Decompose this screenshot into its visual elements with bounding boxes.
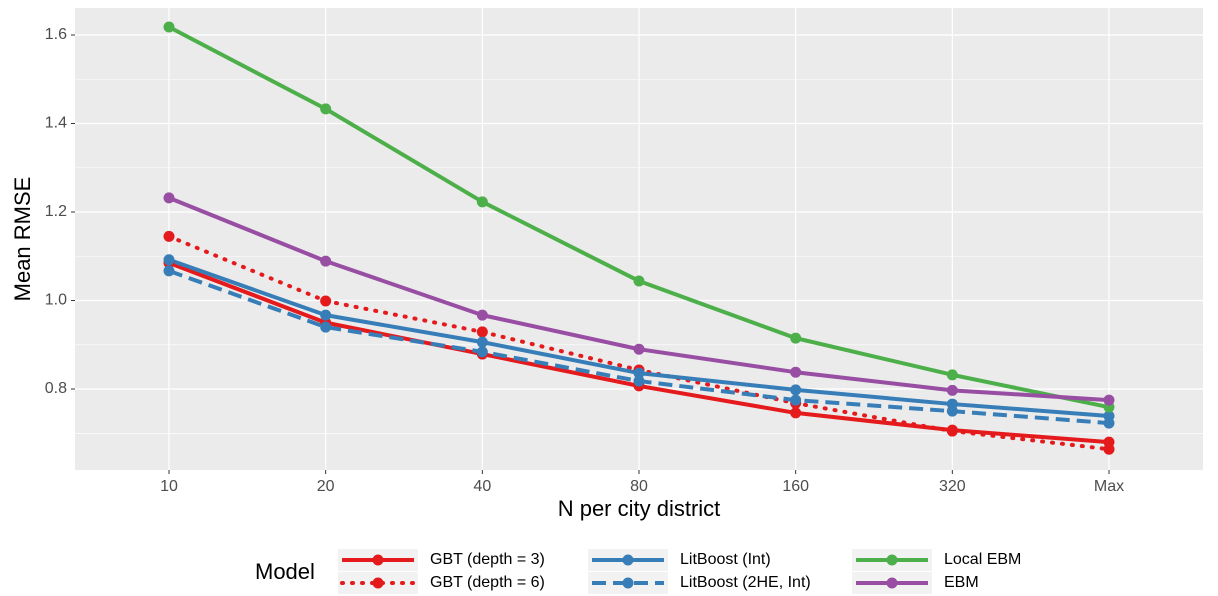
x-tick-label: 320 [939,478,966,495]
data-point [946,369,958,381]
legend-label: LitBoost (Int) [680,551,771,568]
y-axis-title: Mean RMSE [10,177,35,302]
data-point [1103,394,1115,406]
data-point [1103,443,1115,455]
y-tick-label: 1.6 [45,26,67,43]
data-point [790,407,802,419]
data-point [946,425,958,437]
x-tick-label: 20 [317,478,335,495]
legend-label: LitBoost (2HE, Int) [680,574,811,591]
data-point [790,394,802,406]
x-axis-title: N per city district [558,496,721,521]
data-point [320,295,332,307]
data-point [320,103,332,115]
legend-key-point [886,554,898,566]
data-point [476,326,488,338]
data-point [790,332,802,344]
data-point [163,254,175,266]
legend-key-point [622,554,634,566]
y-tick-label: 1.2 [45,203,67,220]
x-tick-label: 160 [782,478,809,495]
x-tick-label: 10 [160,478,178,495]
x-tick-label: 80 [630,478,648,495]
y-tick-label: 0.8 [45,380,67,397]
data-point [163,265,175,277]
legend-key-point [372,554,384,566]
data-point [633,343,645,355]
legend-key-point [886,577,898,589]
legend-title: Model [255,559,315,584]
x-tick-label: Max [1094,478,1124,495]
data-point [946,384,958,396]
legend-label: Local EBM [944,551,1021,568]
data-point [163,192,175,204]
data-point [476,196,488,208]
data-point [790,366,802,378]
data-point [790,384,802,396]
data-point [633,275,645,287]
legend-key-point [622,577,634,589]
x-tick-label: 40 [473,478,491,495]
legend-label: GBT (depth = 3) [430,551,545,568]
data-point [320,321,332,333]
data-point [1103,417,1115,429]
legend-label: EBM [944,574,979,591]
y-tick-label: 1.0 [45,292,67,309]
data-point [476,336,488,348]
data-point [320,255,332,267]
data-point [633,375,645,387]
legend-label: GBT (depth = 6) [430,574,545,591]
y-tick-label: 1.4 [45,115,67,132]
data-point [633,367,645,379]
legend-key-point [372,577,384,589]
data-point [320,309,332,321]
data-point [163,230,175,242]
data-point [163,21,175,33]
data-point [476,309,488,321]
data-point [946,405,958,417]
data-point [476,346,488,358]
